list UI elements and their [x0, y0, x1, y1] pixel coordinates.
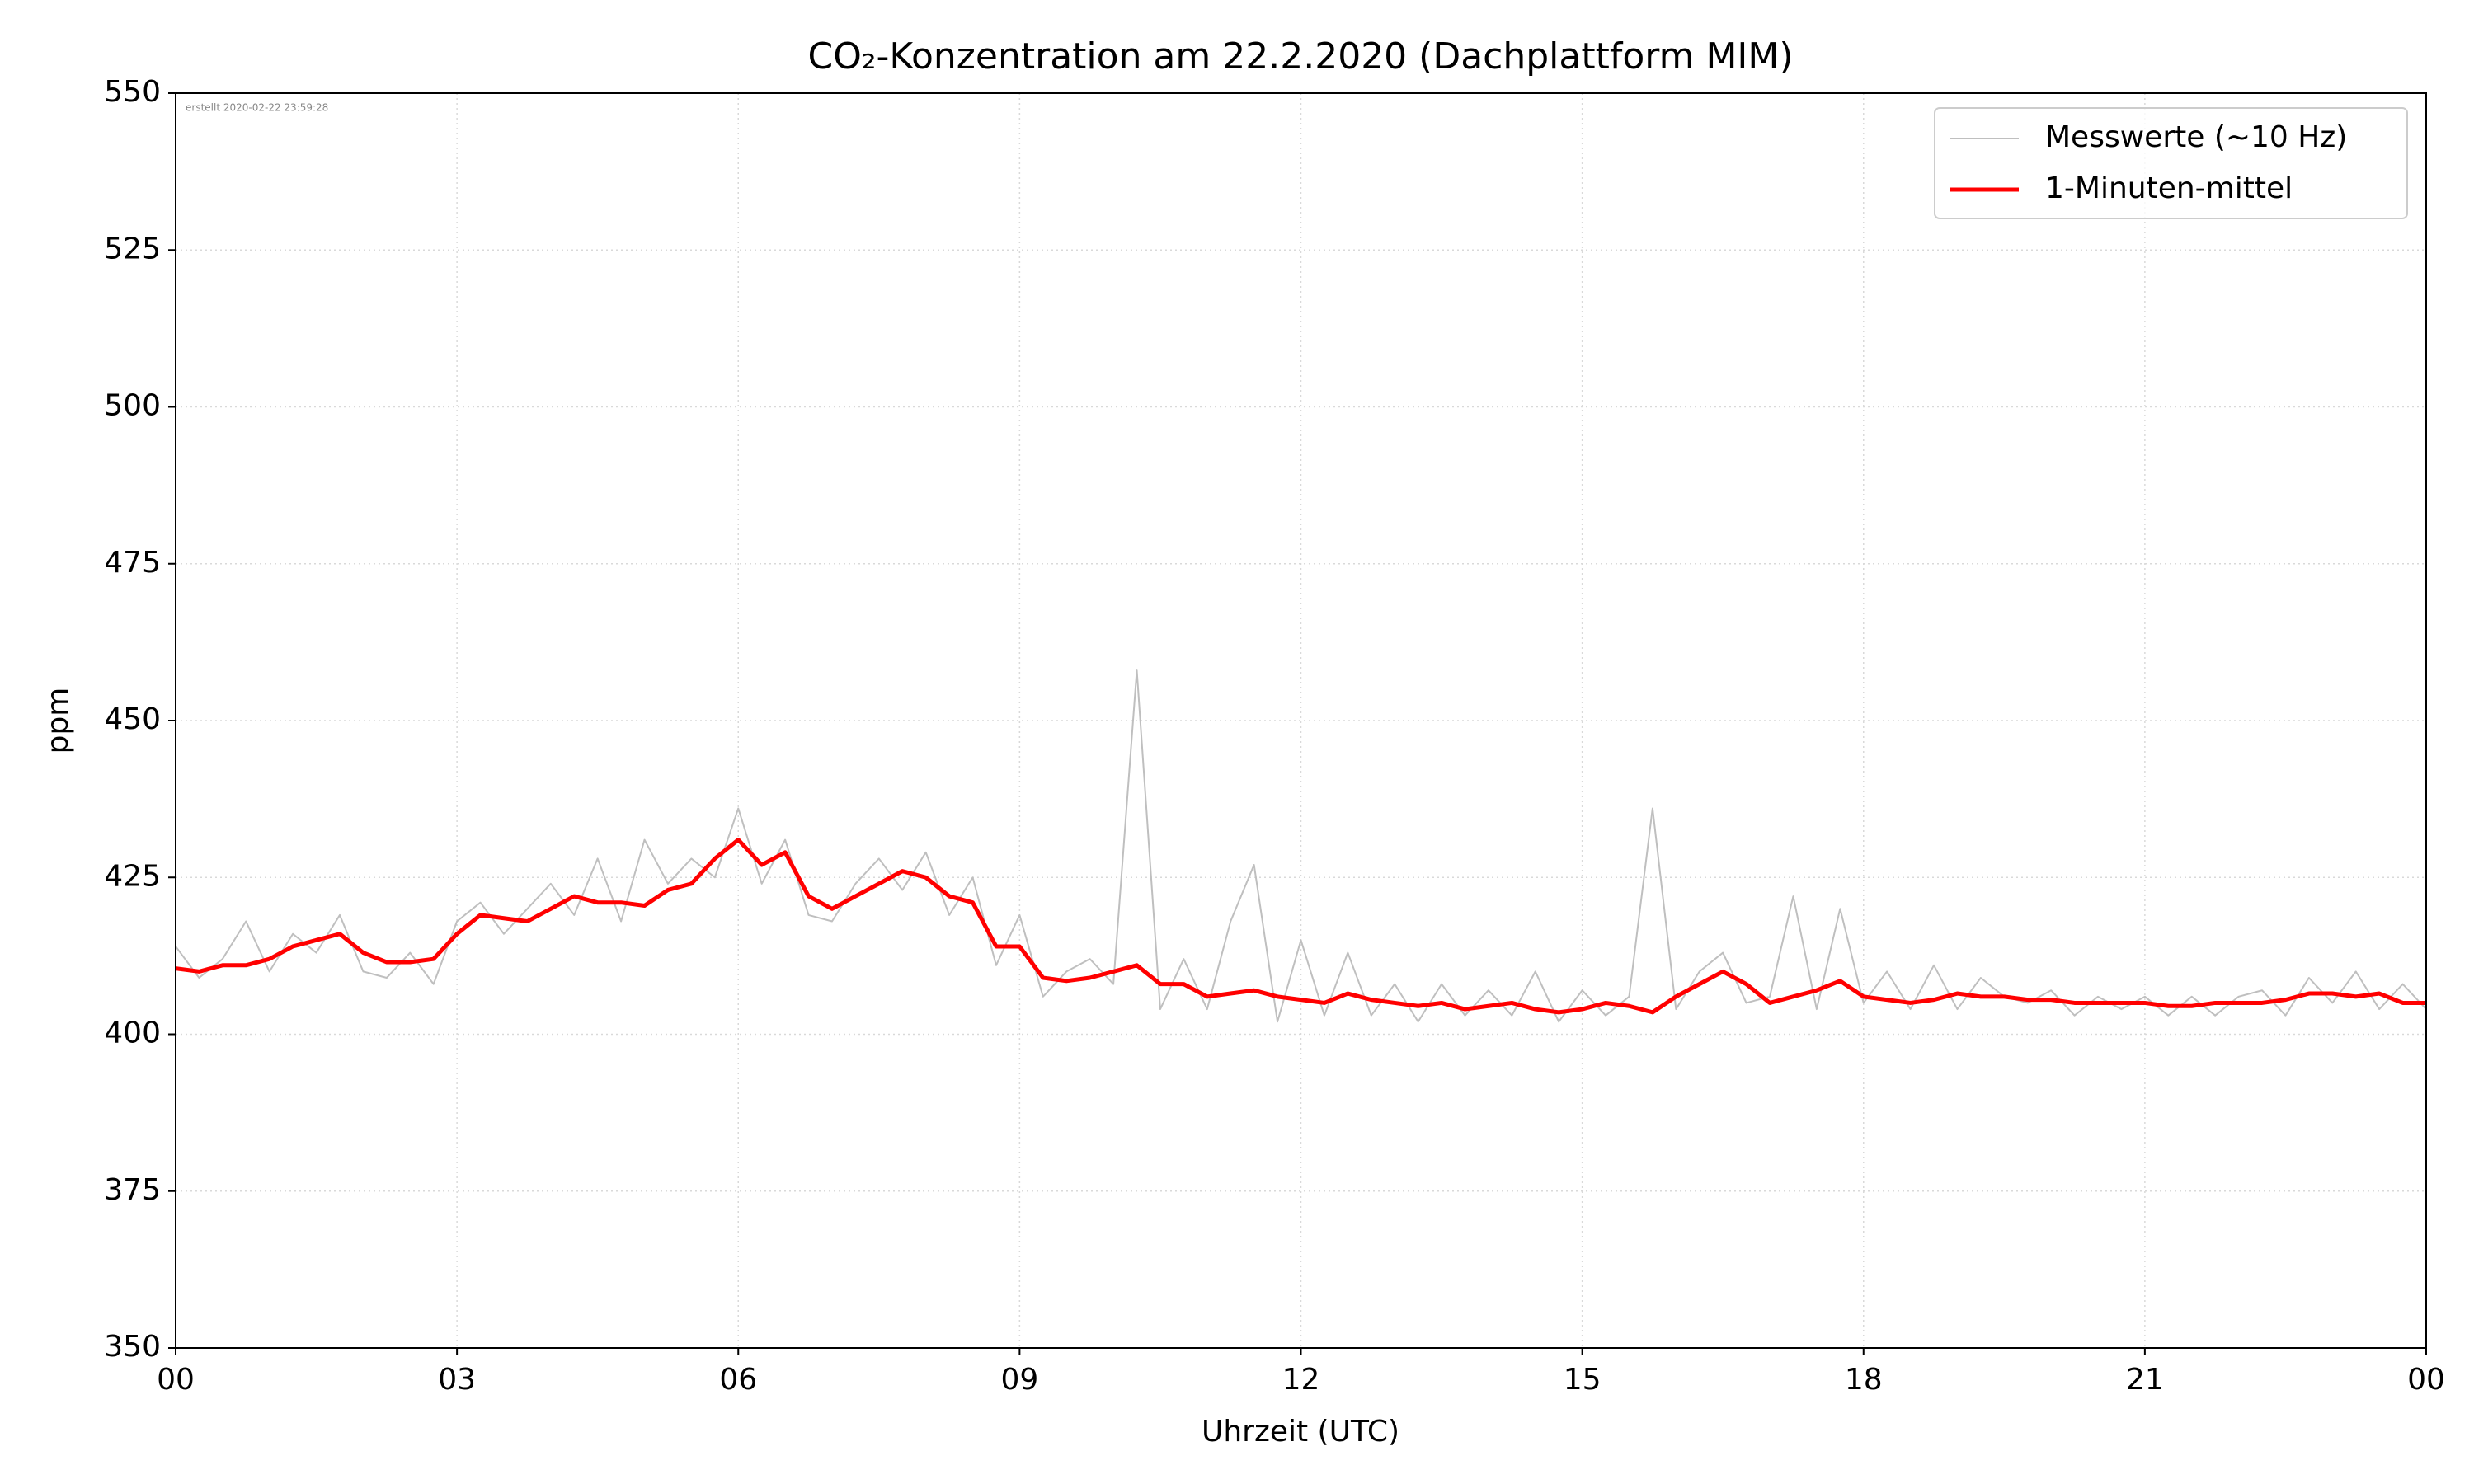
- y-tick-label: 350: [104, 1330, 161, 1364]
- x-tick-label: 21: [2126, 1363, 2164, 1397]
- x-tick-label: 15: [1564, 1363, 1602, 1397]
- y-tick-label: 425: [104, 859, 161, 893]
- x-axis-label: Uhrzeit (UTC): [1202, 1415, 1399, 1449]
- series-line: [175, 669, 2427, 1023]
- legend-label: Messwerte (~10 Hz): [2045, 120, 2347, 154]
- plot-frame: [175, 92, 2427, 1349]
- y-tick-label: 550: [104, 75, 161, 109]
- y-tick-label: 475: [104, 546, 161, 580]
- legend-box: [1934, 107, 2408, 219]
- x-tick-label: 18: [1845, 1363, 1883, 1397]
- y-tick-label: 500: [104, 389, 161, 423]
- x-tick-label: 00: [2407, 1363, 2445, 1397]
- y-tick-label: 375: [104, 1173, 161, 1207]
- x-tick-label: 06: [719, 1363, 757, 1397]
- y-tick-label: 450: [104, 702, 161, 736]
- x-tick-label: 00: [157, 1363, 195, 1397]
- y-tick-label: 525: [104, 232, 161, 265]
- y-axis-label: ppm: [41, 688, 75, 754]
- y-tick-label: 400: [104, 1017, 161, 1050]
- annotation: erstellt 2020-02-22 23:59:28: [186, 102, 328, 114]
- series-line: [175, 838, 2426, 1015]
- legend-label: 1-Minuten-mittel: [2045, 171, 2293, 205]
- x-tick-label: 12: [1282, 1363, 1320, 1397]
- chart-title: CO₂-Konzentration am 22.2.2020 (Dachplat…: [807, 35, 1793, 77]
- x-tick-label: 03: [438, 1363, 476, 1397]
- x-tick-label: 09: [1000, 1363, 1038, 1397]
